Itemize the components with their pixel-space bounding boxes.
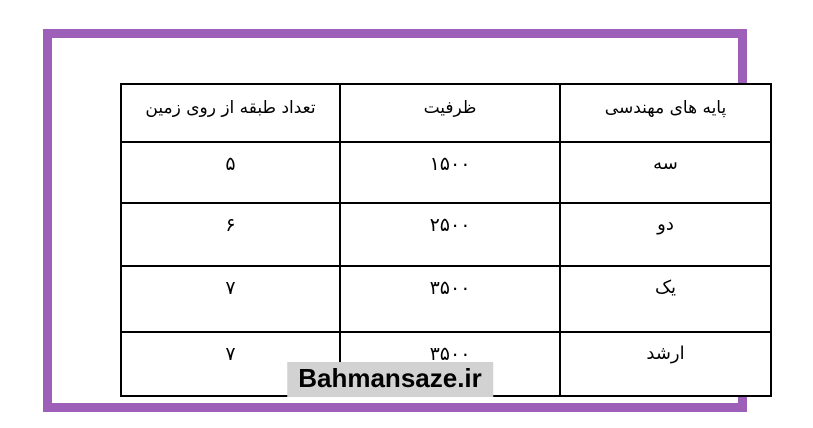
cell-floors: ۷ <box>120 265 341 333</box>
engineering-grades-table: پایه های مهندسی ظرفیت تعداد طبقه از روی … <box>120 83 772 397</box>
table-row: یک ۳۵۰۰ ۷ <box>120 265 772 333</box>
cell-floors: ۶ <box>120 202 341 267</box>
cell-capacity: ۳۵۰۰ <box>339 265 561 333</box>
table-header-row: پایه های مهندسی ظرفیت تعداد طبقه از روی … <box>120 83 772 143</box>
table-row: سه ۱۵۰۰ ۵ <box>120 141 772 204</box>
table-row: دو ۲۵۰۰ ۶ <box>120 202 772 267</box>
purple-frame: پایه های مهندسی ظرفیت تعداد طبقه از روی … <box>43 29 772 412</box>
column-header-floors: تعداد طبقه از روی زمین <box>120 83 341 143</box>
cell-capacity: ۲۵۰۰ <box>339 202 561 267</box>
watermark-site-credit: Bahmansaze.ir <box>287 362 493 397</box>
cell-grade: دو <box>559 202 772 267</box>
column-header-capacity: ظرفیت <box>339 83 561 143</box>
cell-grade: یک <box>559 265 772 333</box>
column-header-grade: پایه های مهندسی <box>559 83 772 143</box>
cell-grade: سه <box>559 141 772 204</box>
cell-grade: ارشد <box>559 331 772 397</box>
cell-capacity: ۱۵۰۰ <box>339 141 561 204</box>
cell-floors: ۵ <box>120 141 341 204</box>
